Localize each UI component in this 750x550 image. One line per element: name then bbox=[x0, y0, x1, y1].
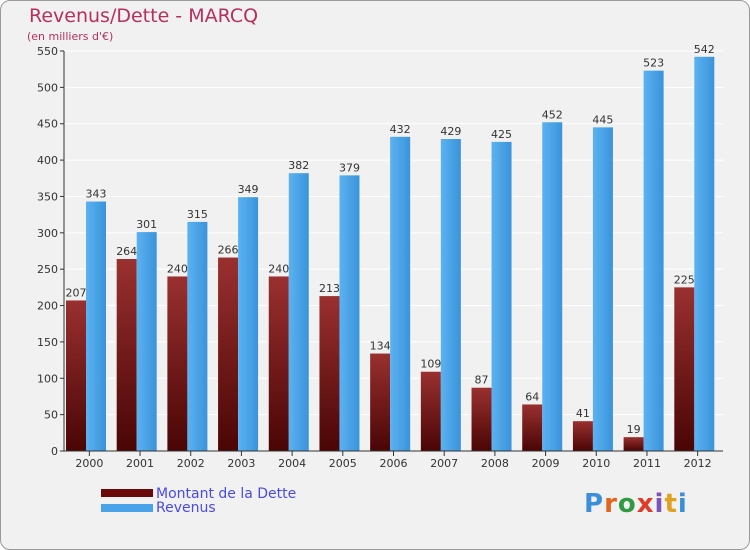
x-tick-label: 2009 bbox=[532, 457, 560, 470]
x-tick-label: 2010 bbox=[582, 457, 610, 470]
data-label-revenue: 445 bbox=[592, 113, 613, 126]
chart-subtitle: (en milliers d'€) bbox=[27, 30, 114, 43]
logo-letter: P bbox=[584, 489, 605, 519]
data-label-debt: 134 bbox=[370, 340, 391, 353]
x-tick-label: 2006 bbox=[380, 457, 408, 470]
data-label-revenue: 452 bbox=[542, 108, 563, 121]
x-tick-label: 2002 bbox=[177, 457, 205, 470]
bar-revenue-2002 bbox=[187, 221, 208, 451]
bar-debt-2005 bbox=[319, 296, 340, 451]
y-tick-label: 100 bbox=[37, 372, 58, 385]
logo-letter: t bbox=[664, 489, 678, 519]
data-label-revenue: 523 bbox=[643, 57, 664, 70]
bar-debt-2008 bbox=[471, 387, 492, 451]
data-label-revenue: 343 bbox=[86, 188, 107, 201]
data-label-revenue: 425 bbox=[491, 128, 512, 141]
logo-letter: i bbox=[654, 489, 665, 519]
bar-debt-2006 bbox=[370, 353, 391, 451]
bar-revenue-2011 bbox=[643, 70, 664, 452]
data-label-revenue: 315 bbox=[187, 208, 208, 221]
bar-revenue-2004 bbox=[288, 173, 309, 451]
bar-debt-2001 bbox=[116, 259, 137, 451]
y-tick-label: 0 bbox=[51, 445, 58, 458]
data-label-debt: 64 bbox=[525, 390, 539, 403]
y-tick-label: 500 bbox=[37, 81, 58, 94]
data-label-debt: 240 bbox=[167, 262, 188, 275]
data-label-debt: 19 bbox=[627, 423, 641, 436]
y-tick-label: 300 bbox=[37, 227, 58, 240]
data-label-debt: 207 bbox=[66, 286, 87, 299]
y-tick-label: 250 bbox=[37, 263, 58, 276]
bar-debt-2003 bbox=[218, 257, 239, 451]
bar-debt-2002 bbox=[167, 276, 188, 451]
data-label-debt: 213 bbox=[319, 282, 340, 295]
logo-letter: x bbox=[636, 489, 655, 519]
x-tick-label: 2000 bbox=[75, 457, 103, 470]
bar-debt-2011 bbox=[623, 437, 644, 451]
bar-debt-2009 bbox=[522, 404, 543, 451]
logo-letter: o bbox=[617, 489, 637, 519]
data-label-debt: 225 bbox=[674, 273, 695, 286]
bar-revenue-2008 bbox=[491, 141, 512, 451]
x-tick-label: 2012 bbox=[684, 457, 712, 470]
data-label-debt: 87 bbox=[475, 374, 489, 387]
data-label-revenue: 349 bbox=[238, 183, 259, 196]
y-tick-label: 550 bbox=[37, 45, 58, 58]
x-tick-label: 2008 bbox=[481, 457, 509, 470]
x-tick-label: 2007 bbox=[430, 457, 458, 470]
bar-debt-2010 bbox=[572, 421, 593, 451]
data-label-revenue: 432 bbox=[390, 123, 411, 136]
logo-letter: i bbox=[677, 489, 688, 519]
logo-letter: r bbox=[604, 489, 618, 519]
data-label-debt: 266 bbox=[218, 244, 239, 257]
data-label-revenue: 301 bbox=[136, 218, 157, 231]
data-label-debt: 264 bbox=[116, 245, 137, 258]
y-tick-label: 150 bbox=[37, 336, 58, 349]
data-label-revenue: 542 bbox=[694, 43, 715, 56]
bar-revenue-2012 bbox=[694, 56, 715, 452]
bar-revenue-2009 bbox=[542, 122, 563, 451]
x-tick-label: 2003 bbox=[227, 457, 255, 470]
bar-revenue-2001 bbox=[136, 232, 157, 451]
data-label-debt: 41 bbox=[576, 407, 590, 420]
bar-revenue-2005 bbox=[339, 175, 360, 451]
y-tick-label: 400 bbox=[37, 154, 58, 167]
bar-revenue-2003 bbox=[238, 197, 259, 451]
bar-revenue-2000 bbox=[86, 201, 106, 451]
y-tick-label: 200 bbox=[37, 300, 58, 313]
y-tick-label: 50 bbox=[44, 409, 58, 422]
x-tick-label: 2011 bbox=[633, 457, 661, 470]
data-label-revenue: 429 bbox=[440, 125, 461, 138]
y-tick-label: 450 bbox=[37, 118, 58, 131]
chart-title: Revenus/Dette - MARCQ bbox=[29, 5, 259, 27]
bar-debt-2012 bbox=[674, 287, 695, 451]
bar-debt-2007 bbox=[420, 371, 441, 451]
bar-revenue-2007 bbox=[440, 139, 461, 451]
legend-label-revenue: Revenus bbox=[156, 500, 216, 516]
x-tick-label: 2005 bbox=[329, 457, 357, 470]
x-tick-label: 2001 bbox=[126, 457, 154, 470]
bar-revenue-2006 bbox=[390, 136, 411, 451]
proxiti-logo: Proxiti bbox=[584, 489, 688, 519]
bar-revenue-2010 bbox=[592, 127, 613, 451]
x-tick-label: 2004 bbox=[278, 457, 306, 470]
data-label-debt: 109 bbox=[420, 358, 441, 371]
legend-label-debt: Montant de la Dette bbox=[156, 486, 297, 502]
bar-debt-2000 bbox=[66, 300, 86, 451]
bar-debt-2004 bbox=[268, 276, 289, 451]
y-tick-label: 350 bbox=[37, 190, 58, 203]
data-label-revenue: 379 bbox=[339, 161, 360, 174]
data-label-revenue: 382 bbox=[288, 159, 309, 172]
data-label-debt: 240 bbox=[268, 262, 289, 275]
